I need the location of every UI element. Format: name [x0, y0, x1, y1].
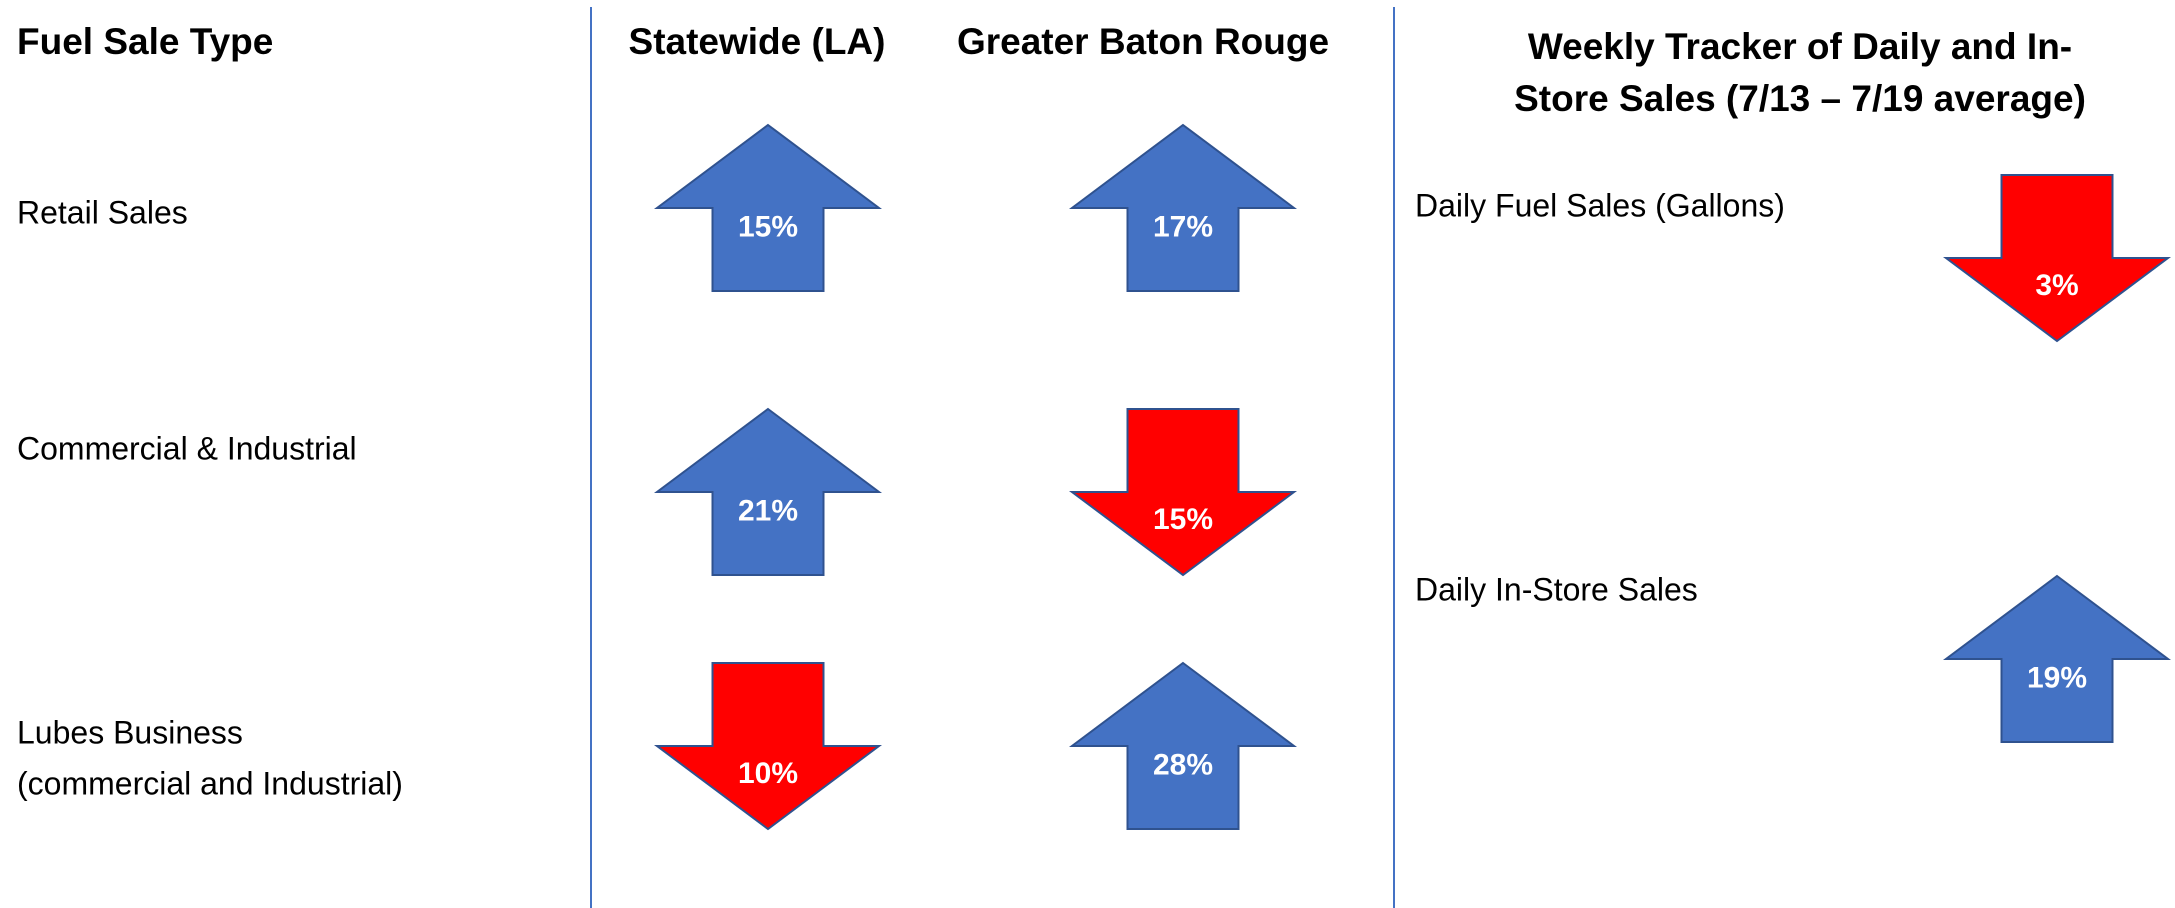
- row-label: Commercial & Industrial: [17, 430, 357, 466]
- arrow-value: 19%: [2027, 662, 2087, 695]
- column-header: Fuel Sale Type: [17, 21, 273, 62]
- row-label: (commercial and Industrial): [17, 765, 403, 801]
- arrow-value: 15%: [738, 211, 798, 244]
- arrow-up: [653, 123, 883, 292]
- row-label: Retail Sales: [17, 194, 188, 230]
- arrow-value: 10%: [738, 757, 798, 790]
- arrow-up: [653, 407, 883, 576]
- tracker-title: Weekly Tracker of Daily and In-: [1528, 26, 2072, 67]
- column-header: Greater Baton Rouge: [957, 21, 1329, 62]
- arrow-up: [1068, 123, 1298, 292]
- row-label: Lubes Business: [17, 714, 243, 750]
- arrow-down: [1068, 408, 1298, 577]
- arrow-down: [653, 662, 883, 831]
- arrow-value: 15%: [1153, 503, 1213, 536]
- tracker-label: Daily In-Store Sales: [1415, 571, 1698, 607]
- arrow-value: 28%: [1153, 749, 1213, 782]
- tracker-label: Daily Fuel Sales (Gallons): [1415, 187, 1785, 223]
- arrow-value: 21%: [738, 495, 798, 528]
- arrow-down: [1942, 174, 2172, 343]
- arrow-value: 3%: [2035, 269, 2078, 302]
- arrow-up: [1068, 661, 1298, 830]
- column-header: Statewide (LA): [629, 21, 886, 62]
- tracker-title: Store Sales (7/13 – 7/19 average): [1514, 78, 2086, 119]
- arrow-value: 17%: [1153, 211, 1213, 244]
- arrow-up: [1942, 574, 2172, 743]
